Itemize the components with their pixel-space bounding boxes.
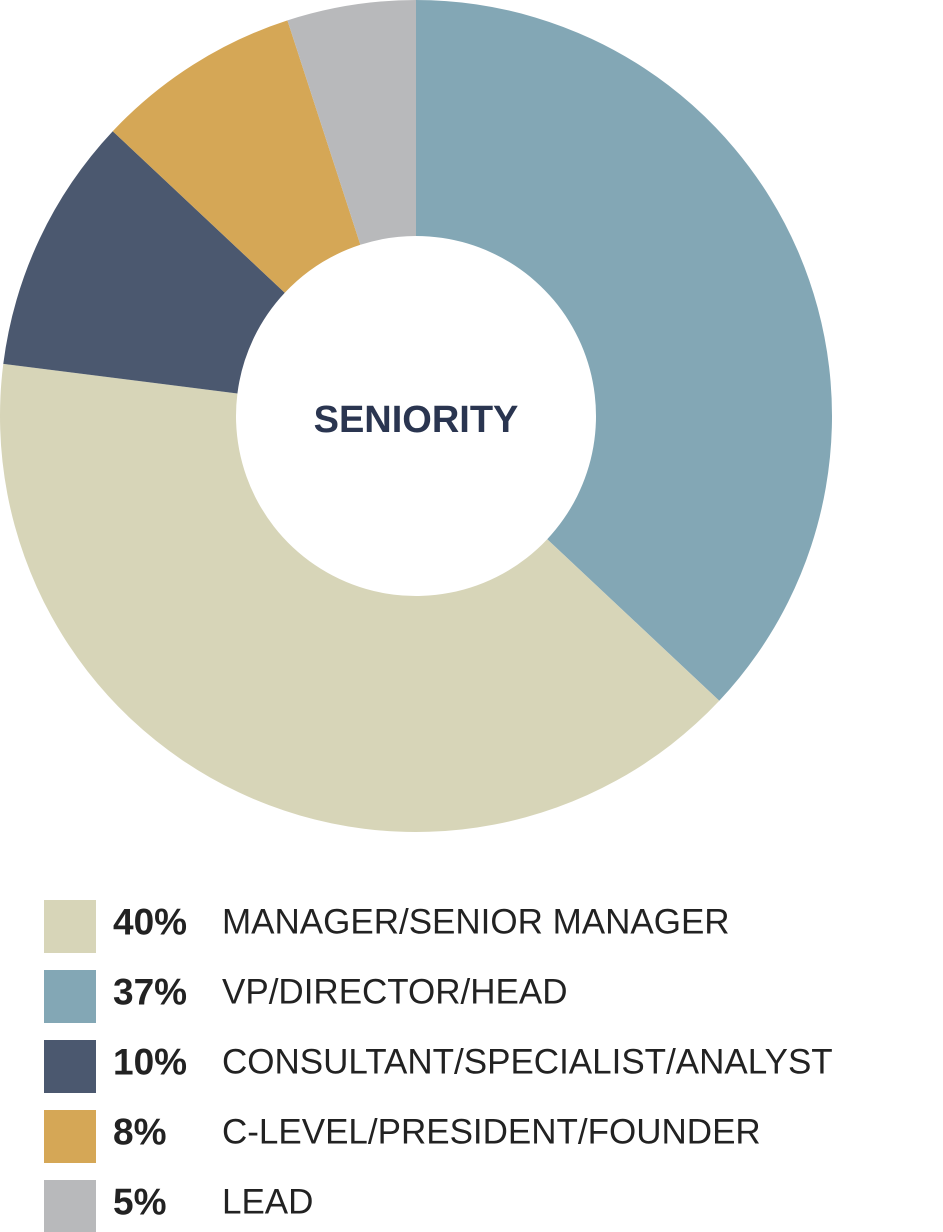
legend-swatch xyxy=(44,970,96,1023)
legend-swatch xyxy=(44,1110,96,1163)
legend-value: 8% xyxy=(113,1112,166,1153)
legend-label: CONSULTANT/SPECIALIST/ANALYST xyxy=(222,1043,833,1082)
slice xyxy=(416,0,833,701)
slice xyxy=(112,20,361,293)
legend-label: MANAGER/SENIOR MANAGER xyxy=(222,903,730,942)
legend-label: LEAD xyxy=(222,1183,313,1222)
legend-swatch xyxy=(44,1040,96,1093)
donut xyxy=(0,0,833,832)
legend: 40% MANAGER/SENIOR MANAGER 37% VP/DIRECTOR/… xyxy=(44,900,833,1232)
chart-title: SENIORITY xyxy=(314,399,519,441)
slice xyxy=(0,363,720,832)
legend-value: 5% xyxy=(113,1182,166,1223)
slice xyxy=(3,131,285,394)
legend-value: 10% xyxy=(113,1042,187,1083)
legend-value: 37% xyxy=(113,972,187,1013)
legend-swatch xyxy=(44,1180,96,1232)
legend-label: VP/DIRECTOR/HEAD xyxy=(222,973,568,1012)
legend-value: 40% xyxy=(113,902,187,943)
legend-label: C-LEVEL/PRESIDENT/FOUNDER xyxy=(222,1113,761,1152)
legend-swatch xyxy=(44,900,96,953)
slice xyxy=(287,0,416,245)
